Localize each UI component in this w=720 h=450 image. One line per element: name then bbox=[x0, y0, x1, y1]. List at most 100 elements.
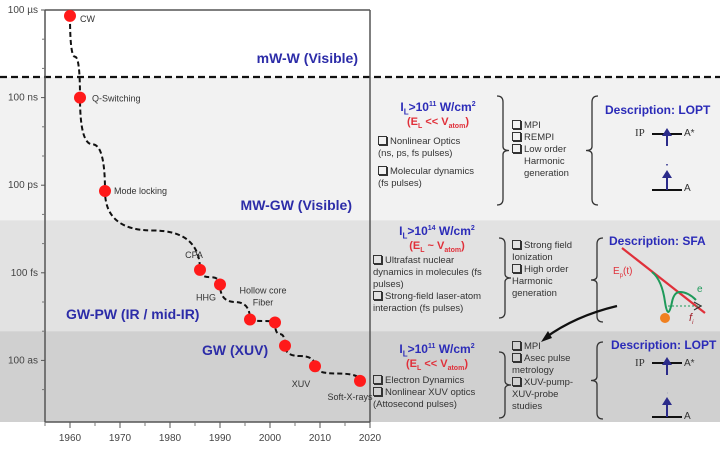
data-point-label: CPA bbox=[185, 250, 203, 260]
ticks: 100 µs 100 ns 100 ps 100 fs 100 as 1960 1970 19… bbox=[8, 5, 382, 444]
checkbox-icon bbox=[512, 264, 521, 273]
intensity-label: IL>1011 W/cm2 bbox=[400, 100, 476, 117]
intensity-label: IL>1014 W/cm2 bbox=[399, 224, 475, 241]
intensity-label: IL>1011 W/cm2 bbox=[399, 342, 475, 359]
panel-strong-field: IL>1014 W/cm2 (EL ~ Vatom) Ultrafast nuc… bbox=[373, 224, 501, 315]
axes bbox=[44, 9, 371, 423]
process-list-1: MPI REMPI Low order Harmonic generation bbox=[512, 120, 592, 180]
topic-item: Nonlinear Optics bbox=[378, 135, 498, 148]
arrow-head-icon bbox=[662, 170, 672, 178]
process-item: MPI bbox=[512, 341, 596, 353]
panel-decorations bbox=[496, 95, 706, 420]
transition-arrow bbox=[544, 304, 618, 339]
bracket-left bbox=[590, 341, 604, 420]
data-point-label: Mode locking bbox=[114, 186, 167, 196]
level-excited-label: A* bbox=[684, 128, 695, 139]
process-item-cont: Ionization bbox=[512, 252, 553, 263]
y-tick-label: 100 fs bbox=[11, 268, 38, 279]
topic-item: Electron Dynamics bbox=[373, 374, 501, 387]
bracket-left bbox=[590, 237, 604, 323]
process-item: MPI bbox=[512, 120, 592, 132]
level-ground-label: A bbox=[684, 183, 691, 194]
process-item: Asec pulse bbox=[512, 353, 596, 365]
electron-arrow-icon bbox=[693, 301, 703, 311]
checkbox-icon bbox=[373, 374, 382, 384]
data-point bbox=[354, 374, 366, 387]
topic-item: Ultrafast nuclear bbox=[373, 254, 501, 267]
field-ratio-label: (EL << Vatom) bbox=[406, 358, 468, 373]
y-tick-label: 100 ps bbox=[8, 180, 38, 191]
data-point bbox=[244, 313, 256, 326]
description-sfa: Description: SFA bbox=[609, 234, 706, 248]
topic-item-detail: (ns, ps, fs pulses) bbox=[378, 147, 453, 159]
band-label: MW-GW (Visible) bbox=[241, 197, 352, 213]
data-point-label: Hollow core bbox=[239, 285, 286, 295]
y-tick-label: 100 ns bbox=[8, 93, 38, 104]
y-tick-label: 100 as bbox=[8, 355, 38, 366]
field-line bbox=[621, 247, 706, 314]
x-tick-label: 2000 bbox=[259, 433, 282, 444]
x-tick-label: 1980 bbox=[159, 433, 182, 444]
process-item: High order bbox=[512, 264, 592, 276]
bracket-right bbox=[496, 95, 510, 206]
level-ground-label: A bbox=[684, 411, 691, 422]
process-item-cont: Harmonic bbox=[524, 156, 565, 167]
level-excited-label: A* bbox=[684, 358, 695, 369]
x-tick-label: 2020 bbox=[359, 433, 382, 444]
checkbox-icon bbox=[378, 135, 387, 145]
arrow-head-icon bbox=[541, 331, 552, 342]
process-item-cont: Harmonic generation bbox=[512, 276, 557, 299]
series-line bbox=[69, 15, 361, 382]
process-item-cont: generation bbox=[524, 168, 569, 179]
panel-attosecond: IL>1011 W/cm2 (EL << Vatom) Electron Dyn… bbox=[373, 342, 501, 411]
y-tick-label: 100 µs bbox=[8, 5, 38, 16]
points-layer: CW Q-Switching Mode locking CPA HHG Hollow co… bbox=[64, 9, 373, 402]
topic-item: Molecular dynamics bbox=[378, 165, 498, 178]
topic-item-detail: (fs pulses) bbox=[378, 177, 422, 189]
data-point bbox=[64, 9, 76, 22]
bracket-right bbox=[498, 237, 512, 319]
checkbox-icon bbox=[512, 240, 521, 249]
electron-label: e bbox=[697, 284, 703, 295]
arrow-head-icon bbox=[662, 397, 672, 405]
checkbox-icon bbox=[512, 341, 521, 350]
data-point bbox=[279, 339, 291, 352]
x-tick-label: 1970 bbox=[109, 433, 132, 444]
x-tick-label: 1990 bbox=[209, 433, 232, 444]
data-point-label: Q-Switching bbox=[92, 94, 141, 104]
checkbox-icon bbox=[373, 254, 382, 264]
topic-item-detail: dynamics in molecules (fs pulses) bbox=[373, 266, 482, 290]
process-item-cont: metrology bbox=[512, 365, 554, 376]
checkbox-icon bbox=[512, 132, 521, 141]
arrow-head-icon bbox=[662, 357, 672, 365]
x-tick-label: 1960 bbox=[59, 433, 82, 444]
field-ratio-label: (EL << Vatom) bbox=[407, 116, 469, 131]
checkbox-icon bbox=[512, 353, 521, 362]
description-lopt-2: Description: LOPT bbox=[611, 338, 717, 352]
checkbox-icon bbox=[512, 377, 521, 386]
data-point bbox=[309, 360, 321, 373]
topic-item-detail: interaction (fs pulses) bbox=[373, 302, 464, 314]
electron-icon bbox=[660, 313, 670, 323]
data-point bbox=[269, 316, 281, 329]
process-item-cont: XUV-probe studies bbox=[512, 389, 559, 412]
data-point-label: HHG bbox=[196, 292, 216, 302]
panel-low-intensity: IL>1011 W/cm2 (EL << Vatom) Nonlinear Op… bbox=[378, 100, 498, 190]
process-list-3: MPI Asec pulse metrology XUV-pump- XUV-p… bbox=[512, 341, 596, 413]
process-item: REMPI bbox=[512, 132, 592, 144]
data-point bbox=[74, 91, 86, 104]
potential-well bbox=[651, 271, 697, 313]
band-label: mW-W (Visible) bbox=[257, 50, 358, 66]
arrow-head-icon bbox=[662, 128, 672, 136]
data-point-label: Soft-X-rays bbox=[327, 392, 373, 402]
bracket-right bbox=[498, 351, 512, 419]
band-0 bbox=[0, 4, 720, 78]
tunnel-label: fi bbox=[689, 312, 694, 327]
topic-item: Nonlinear XUV optics bbox=[373, 386, 501, 399]
topic-item-detail: (Attosecond pulses) bbox=[373, 398, 457, 410]
data-point-label: CW bbox=[80, 14, 95, 24]
bands-layer bbox=[0, 4, 720, 422]
process-item: XUV-pump- bbox=[512, 377, 596, 389]
process-item: Low order bbox=[512, 144, 592, 156]
